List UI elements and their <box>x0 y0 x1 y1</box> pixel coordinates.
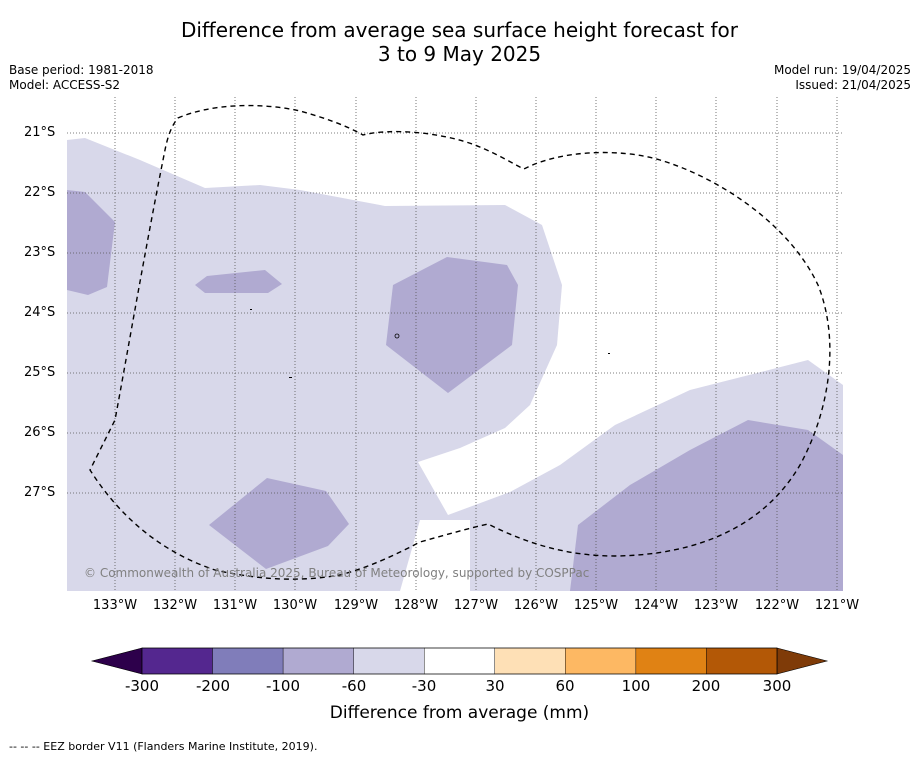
lon-label: 126°W <box>513 598 559 613</box>
issued-text: Issued: 21/04/2025 <box>795 78 911 92</box>
lat-label: 21°S <box>24 125 56 140</box>
lat-label: 22°S <box>24 185 56 200</box>
colorbar-bin <box>353 647 425 675</box>
base-info: Base period: 1981-2018 Model: ACCESS-S2 <box>9 63 154 93</box>
colorbar-bin <box>494 647 566 675</box>
model-run-text: Model run: 19/04/2025 <box>773 63 911 77</box>
lat-label: 27°S <box>24 485 56 500</box>
lon-label: 121°W <box>814 598 860 613</box>
lon-label: 133°W <box>92 598 138 613</box>
graticule <box>67 97 843 591</box>
lat-label: 26°S <box>24 425 56 440</box>
lat-label: 25°S <box>24 365 56 380</box>
colorbar-bin <box>212 647 284 675</box>
lon-label: 129°W <box>333 598 379 613</box>
colorbar-bin <box>635 647 707 675</box>
map-title: Difference from average sea surface heig… <box>0 18 919 66</box>
copyright-notice: © Commonwealth of Australia 2025, Bureau… <box>84 566 590 580</box>
colorbar-tick: -60 <box>341 677 367 695</box>
colorbar-tick: 30 <box>485 677 505 695</box>
region-medium-negative-south <box>209 478 349 569</box>
run-info: Model run: 19/04/2025 Issued: 21/04/2025 <box>774 63 911 93</box>
islands <box>250 309 610 378</box>
colorbar-tick: -30 <box>411 677 437 695</box>
colorbar-tick: 60 <box>555 677 575 695</box>
colorbar-max-extension <box>776 647 829 675</box>
colorbar-bin <box>282 647 354 675</box>
eez-border <box>89 104 831 580</box>
lat-label: 24°S <box>24 305 56 320</box>
region-medium-negative-small <box>195 270 282 293</box>
lon-label: 130°W <box>272 598 318 613</box>
region-medium-negative-east <box>570 420 843 591</box>
lon-label: 131°W <box>212 598 258 613</box>
lon-label: 132°W <box>152 598 198 613</box>
lon-label: 122°W <box>754 598 800 613</box>
colorbar-label: Difference from average (mm) <box>329 703 590 723</box>
colorbar-bin <box>706 647 778 675</box>
colorbar-min-extension <box>90 647 143 675</box>
region-neutral-gap <box>400 520 470 591</box>
colorbar-tick: 100 <box>621 677 651 695</box>
title-line-1: Difference from average sea surface heig… <box>180 18 739 42</box>
lon-label: 123°W <box>693 598 739 613</box>
colorbar-tick: 300 <box>762 677 792 695</box>
region-medium-negative-centre <box>386 257 518 393</box>
colorbar-bin <box>141 647 213 675</box>
colorbar-bin <box>424 647 495 675</box>
model-text: Model: ACCESS-S2 <box>9 78 121 92</box>
colorbar-bin <box>565 647 637 675</box>
lon-label: 128°W <box>393 598 439 613</box>
colorbar <box>90 647 829 675</box>
colorbar-tick: -300 <box>124 677 160 695</box>
eez-footnote: -- -- -- EEZ border V11 (Flanders Marine… <box>9 740 318 753</box>
title-line-2: 3 to 9 May 2025 <box>377 42 542 66</box>
island-outline <box>394 333 400 339</box>
colorbar-tick: -100 <box>265 677 301 695</box>
base-period-text: Base period: 1981-2018 <box>9 63 154 77</box>
colorbar-tick: 200 <box>691 677 721 695</box>
lat-label: 23°S <box>24 245 56 260</box>
anomaly-field <box>67 138 843 591</box>
lon-label: 127°W <box>453 598 499 613</box>
colorbar-tick: -200 <box>195 677 231 695</box>
region-medium-negative-west <box>67 190 115 295</box>
lon-label: 124°W <box>633 598 679 613</box>
lon-label: 125°W <box>573 598 619 613</box>
